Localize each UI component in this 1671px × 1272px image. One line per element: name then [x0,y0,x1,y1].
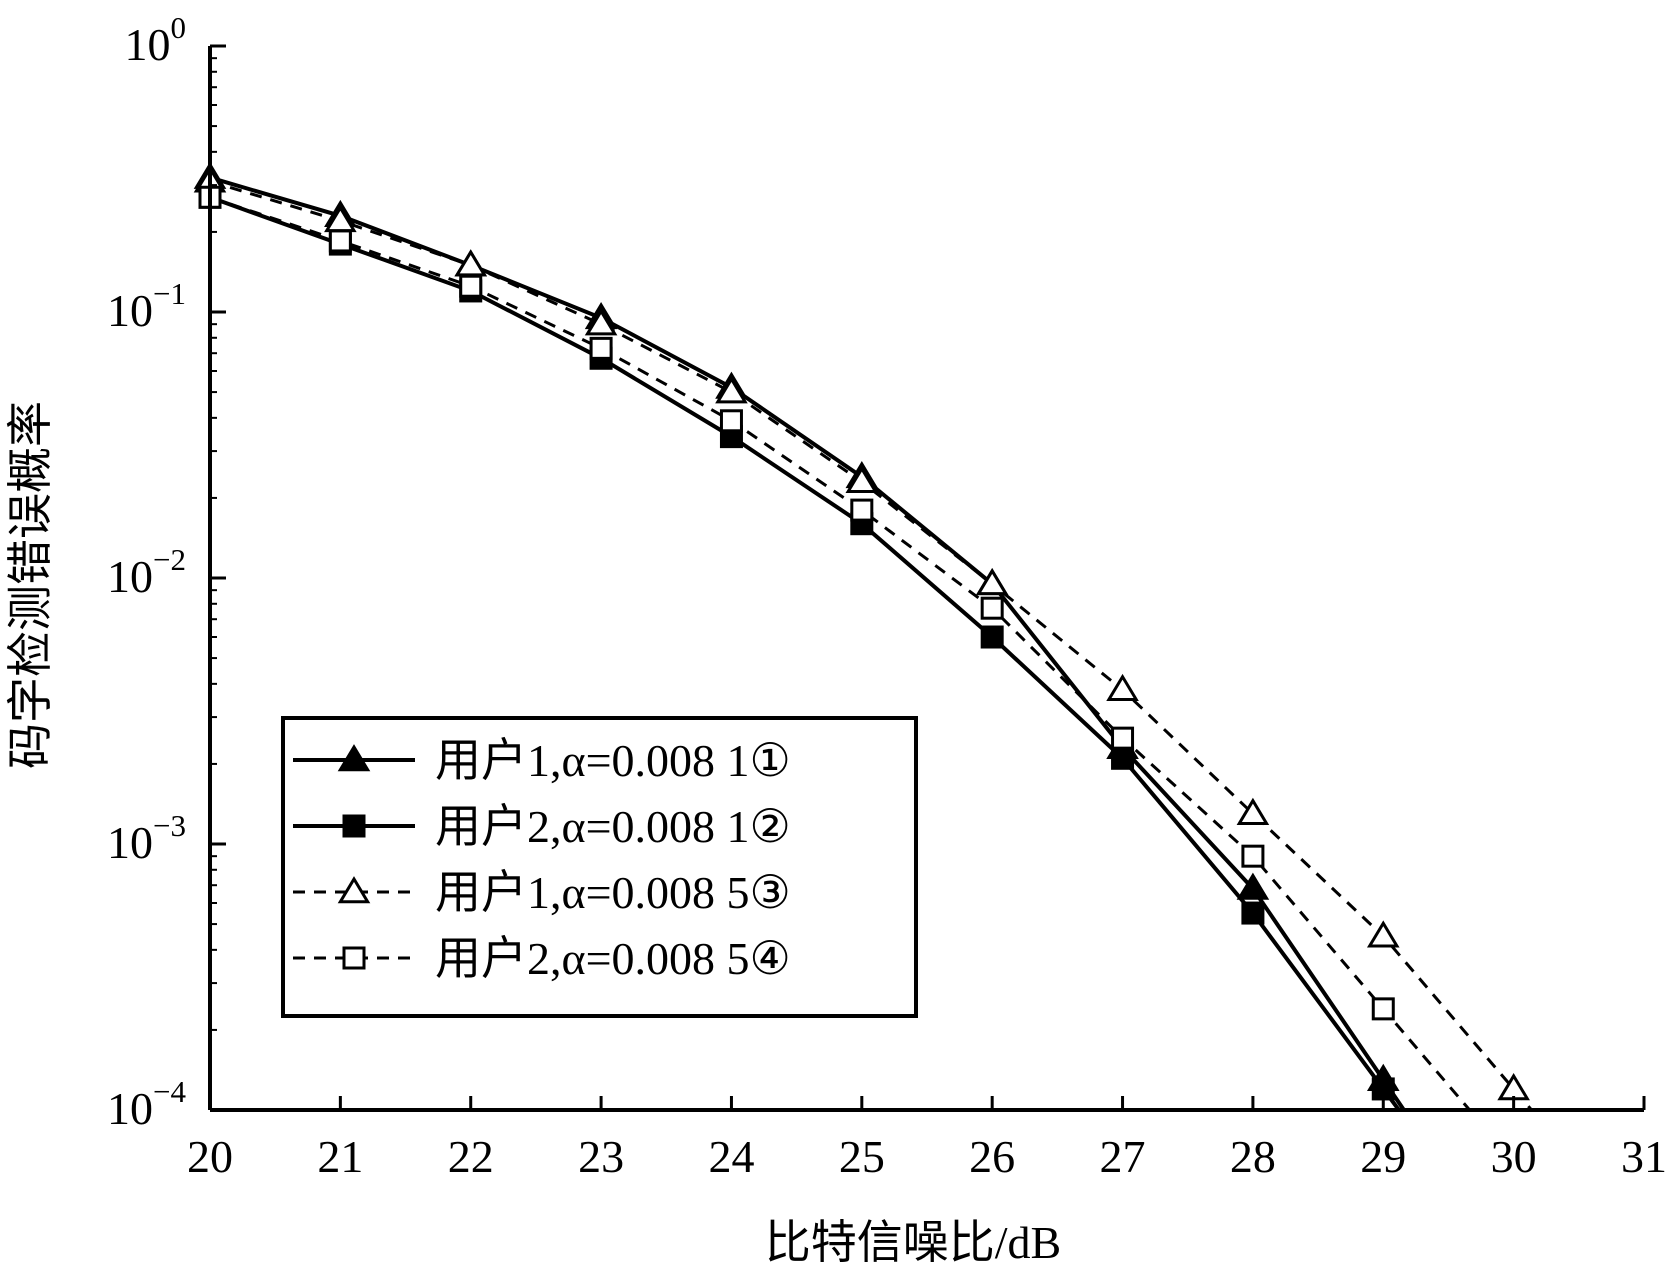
data-point [1106,673,1139,702]
x-tick-label: 23 [578,1131,624,1182]
x-tick-label: 25 [839,1131,885,1182]
x-tick-label: 24 [708,1131,754,1182]
data-point [1236,797,1270,825]
data-point [715,376,748,404]
x-tick-label: 27 [1100,1131,1146,1182]
data-point [328,229,352,253]
legend-marker [342,814,366,838]
data-point [1371,1077,1395,1101]
data-point [980,625,1004,649]
data-point [584,308,618,336]
x-tick-label: 28 [1230,1131,1276,1182]
x-tick-label: 20 [187,1131,233,1182]
data-point [1371,997,1395,1021]
data-point [850,498,874,522]
axes: 20 21 22 23 24 25 26 27 28 29 30 31 100 10−1 10−2 10−3 1… [107,10,1667,1182]
data-point [1241,844,1265,868]
data-point [1111,726,1135,750]
series-3 [193,165,1533,1110]
y-tick-label: 10−2 [107,542,186,602]
legend-entry: 用户2,α=0.008 5④ [293,933,791,984]
x-axis-title: 比特信噪比/dB [765,1217,1061,1268]
series-line [210,179,1533,1110]
data-point [980,596,1004,620]
legend-marker [342,946,366,970]
legend: 用户1,α=0.008 1① 用户2,α=0.008 1② 用户1,α=0.008 … [281,716,918,1018]
x-tick-label: 30 [1491,1131,1537,1182]
data-point [1111,746,1135,770]
data-point [845,465,879,494]
x-tick-label: 29 [1360,1131,1406,1182]
y-tick-label: 100 [125,10,187,70]
legend-entry: 用户1,α=0.008 5③ [293,867,791,918]
legend-entry: 用户1,α=0.008 1① [293,735,791,786]
y-axis-title: 码字检测错误概率 [5,401,56,769]
data-point [459,274,483,298]
data-point [719,409,743,433]
x-tick-label: 26 [969,1131,1015,1182]
y-tick-label: 10−4 [107,1074,186,1134]
data-point [1241,901,1265,925]
x-tick-label: 21 [317,1131,363,1182]
data-point [1236,872,1270,900]
legend-label: 用户1,α=0.008 1① [435,735,791,786]
legend-label: 用户2,α=0.008 1② [435,801,791,852]
legend-marker [337,876,371,904]
data-point [589,336,613,360]
y-tick-label: 10−1 [107,276,186,336]
legend-marker [337,744,371,772]
legend-box [281,716,918,1018]
x-tick-label: 22 [448,1131,494,1182]
legend-entry: 用户2,α=0.008 1② [293,801,791,852]
legend-label: 用户1,α=0.008 5③ [435,867,791,918]
y-tick-label: 10−3 [107,808,186,868]
x-tick-label: 31 [1621,1131,1667,1182]
legend-label: 用户2,α=0.008 5④ [435,933,791,984]
data-point [1366,920,1400,948]
data-point [975,568,1009,596]
